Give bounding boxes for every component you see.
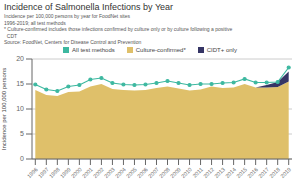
- svg-text:2010: 2010: [180, 166, 193, 179]
- svg-text:2007: 2007: [147, 166, 160, 179]
- svg-text:1998: 1998: [48, 166, 61, 179]
- html-text:* Culture-confirmed includes t: * Culture-confirmed includes those infec…: [4, 26, 233, 32]
- svg-text:15: 15: [16, 80, 24, 87]
- svg-text:2004: 2004: [114, 166, 127, 179]
- svg-text:2006: 2006: [136, 166, 149, 179]
- svg-text:2017: 2017: [257, 166, 270, 179]
- html-text:Source: FoodNet, Centers for D: Source: FoodNet, Centers for Disease Con…: [4, 39, 142, 45]
- svg-text:1996: 1996: [26, 166, 39, 179]
- svg-text:2019: 2019: [279, 166, 292, 179]
- svg-text:1999: 1999: [59, 166, 72, 179]
- svg-text:2016: 2016: [246, 166, 259, 179]
- svg-text:2009: 2009: [169, 166, 182, 179]
- html-text:CIDT+ only: CIDT+ only: [206, 47, 237, 53]
- html-text:All test methods: All test methods: [72, 47, 115, 53]
- svg-text:2005: 2005: [125, 166, 138, 179]
- html-text:Incidence of Salmonella Infect: Incidence of Salmonella Infections by Ye…: [4, 2, 174, 12]
- svg-text:2011: 2011: [191, 166, 204, 179]
- svg-text:2015: 2015: [235, 166, 248, 179]
- svg-text:2018: 2018: [268, 166, 281, 179]
- svg-text:2012: 2012: [202, 166, 215, 179]
- svg-text:20: 20: [16, 55, 24, 62]
- svg-text:2002: 2002: [92, 166, 105, 179]
- svg-text:2001: 2001: [81, 166, 94, 179]
- html-text:Culture-confirmed*: Culture-confirmed*: [135, 47, 186, 53]
- svg-text:5: 5: [20, 130, 24, 137]
- svg-text:2013: 2013: [213, 166, 226, 179]
- svg-text:2014: 2014: [224, 166, 237, 179]
- svg-text:2003: 2003: [103, 166, 116, 179]
- svg-text:1997: 1997: [37, 166, 50, 179]
- svg-text:2008: 2008: [158, 166, 171, 179]
- svg-text:0: 0: [20, 155, 24, 162]
- svg-text:10: 10: [16, 105, 24, 112]
- html-text:CDT: CDT: [4, 32, 18, 39]
- html-text:Incidence per 100,000 persons: Incidence per 100,000 persons by year fo…: [4, 13, 130, 19]
- html-text:1996-2019; all test methods: 1996-2019; all test methods: [4, 19, 66, 26]
- svg-text:2000: 2000: [70, 166, 83, 179]
